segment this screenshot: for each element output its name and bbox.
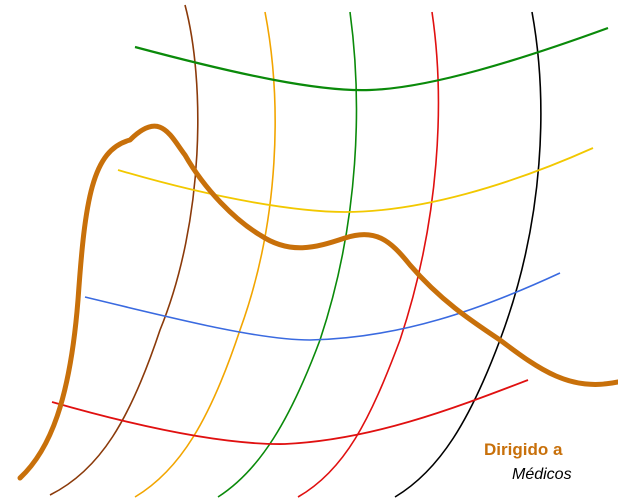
vertical-curve-red: [297, 11, 440, 498]
horizontal-curve-blue: [84, 272, 561, 341]
horizontal-curve-red: [51, 379, 529, 445]
caption-subtitle: Médicos: [512, 466, 572, 483]
caption-title: Dirigido a: [484, 440, 563, 459]
vertical-curve-black: [394, 11, 542, 498]
horizontal-curve-green: [134, 26, 609, 92]
vertical-curve-orange: [134, 11, 276, 498]
vertical-curve-green: [217, 11, 358, 498]
highlight-curve: [17, 123, 618, 481]
vertical-curve-brown: [49, 4, 199, 496]
